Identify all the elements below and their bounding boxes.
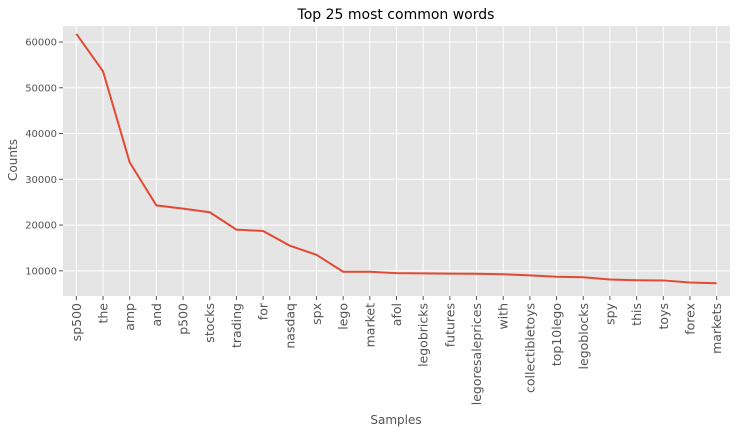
y-tick-label: 40000 [25,129,57,140]
x-tick-label: trading [229,303,244,348]
x-tick-label: and [149,303,164,327]
x-tick-label: forex [682,303,697,335]
x-tick-label: futures [442,303,457,347]
x-tick-label: market [362,303,377,347]
y-tick-label: 60000 [25,38,57,49]
x-tick-label: sp500 [69,303,84,341]
x-tick-label: with [496,303,511,330]
chart-title: Top 25 most common words [297,7,495,23]
x-tick-label: spy [602,302,617,324]
y-tick-label: 50000 [25,83,57,94]
y-tick-label: 10000 [25,266,57,277]
grid-lines [63,26,730,296]
y-tick-label: 20000 [25,221,57,232]
x-tick-label: stocks [202,303,217,343]
x-tick-label: for [256,302,271,320]
x-tick-label: top10lego [549,303,564,366]
x-tick-label: the [96,303,111,324]
x-tick-label: markets [709,303,724,354]
x-tick-label: this [629,303,644,326]
x-tick-label: lego [336,303,351,330]
x-tick-label: afol [389,303,404,326]
x-tick-label: legoblocks [576,303,591,369]
x-tick-label: toys [656,303,671,329]
x-tick-label: nasdaq [282,303,297,349]
x-axis-ticks: sp500 the amp and p500 stocks trading for nasdaq… [69,296,724,405]
x-tick-label: legoresaleprices [469,303,484,405]
x-axis-label: Samples [370,413,421,427]
x-tick-label: p500 [176,303,191,335]
y-tick-label: 30000 [25,175,57,186]
x-tick-label: legobricks [416,303,431,367]
series-line [75,33,717,285]
y-axis-ticks: 10000 20000 30000 40000 50000 60000 [25,38,63,277]
x-tick-label: amp [122,303,137,331]
x-tick-label: spx [309,303,324,325]
y-axis-label: Counts [6,139,20,181]
x-tick-label: collectibletoys [522,303,537,393]
